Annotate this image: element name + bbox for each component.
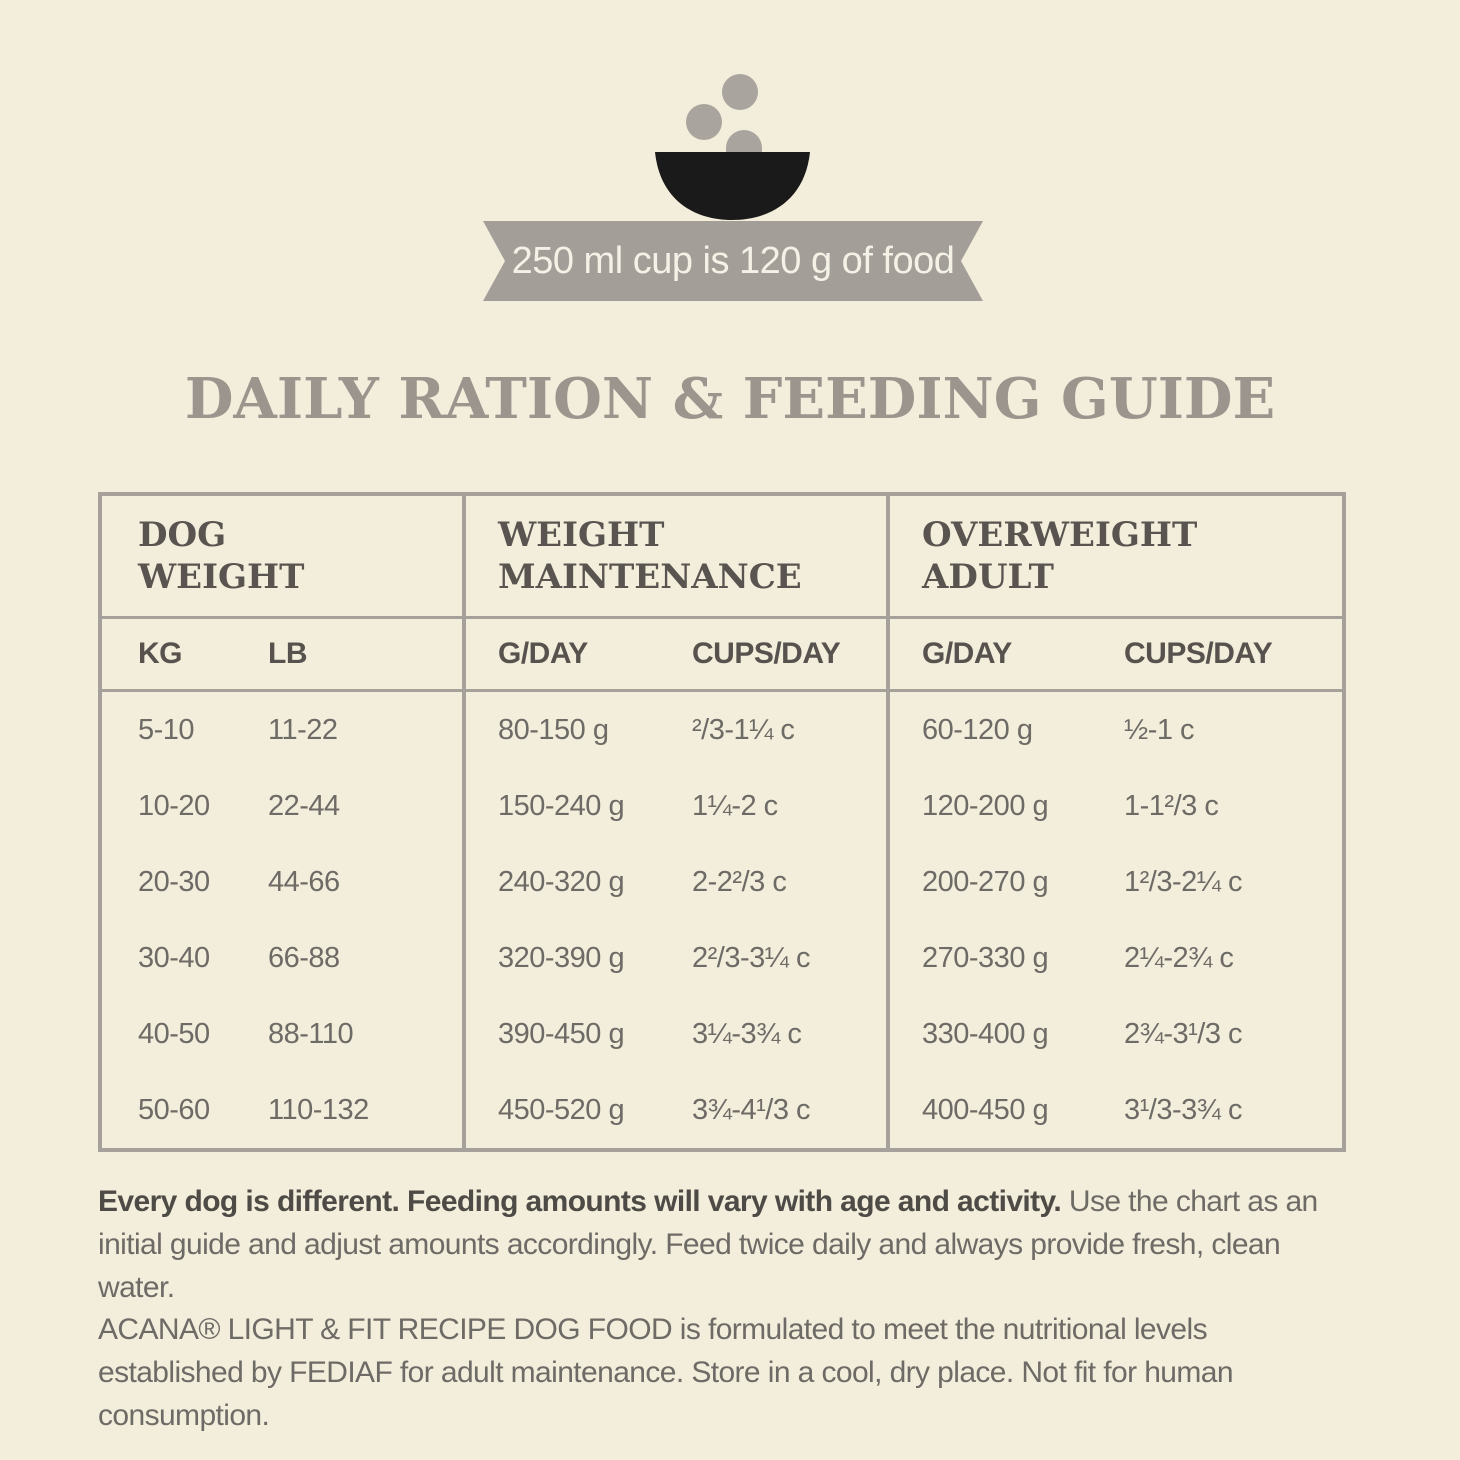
cell-overweight-gday: 330-400 g: [886, 996, 1125, 1072]
col-overweight-gday: G/DAY: [886, 617, 1125, 692]
cell-overweight-cups: 1-1²/3 c: [1124, 789, 1219, 822]
cell-lb: 66-88: [268, 941, 340, 974]
cell-maintenance-gday: 390-450 g: [462, 996, 692, 1072]
col-kg: KG: [100, 617, 268, 692]
cell-overweight-gday: 200-270 g: [886, 844, 1125, 920]
cell-maintenance-cups: 3¾-4¹/3 c: [692, 1093, 811, 1126]
cell-lb: 110-132: [268, 1093, 369, 1126]
cell-overweight-gday: 400-450 g: [886, 1072, 1125, 1150]
column-header-row: KG LB G/DAY CUPS/DAY G/DAY CUPS/DAY: [100, 617, 1345, 692]
group-header-row: DOG WEIGHT WEIGHT MAINTENANCE OVERWEIGHT AD…: [100, 494, 1345, 619]
cell-overweight-cups: 1²/3-2¼ c: [1124, 865, 1243, 898]
ribbon-text: 250 ml cup is 120 g of food: [511, 239, 955, 282]
cell-lb: 88-110: [268, 1017, 354, 1050]
cell-kg: 5-10: [138, 713, 195, 746]
cell-lb: 11-22: [268, 713, 338, 746]
cup-size-ribbon: 250 ml cup is 120 g of food: [483, 221, 983, 301]
feeding-note-bold: Every dog is different. Feeding amounts …: [98, 1185, 1062, 1218]
table-row: 40-50 88-110 390-450 g 3¼-3¾ c 330-400 g…: [100, 996, 1344, 1072]
cell-kg: 50-60: [138, 1093, 210, 1126]
cell-overweight-cups: 2¼-2¾ c: [1124, 941, 1234, 974]
feeding-note-text: Use the chart as an initial guide and ad…: [98, 1185, 1318, 1304]
product-note: ACANA® LIGHT & FIT RECIPE DOG FOOD is fo…: [98, 1313, 1234, 1432]
cell-lb: 44-66: [268, 865, 340, 898]
cell-overweight-cups: ½-1 c: [1124, 713, 1195, 746]
group-overweight-adult: OVERWEIGHT ADULT: [886, 494, 1345, 619]
cell-kg: 40-50: [138, 1017, 210, 1050]
col-maintenance-cups: CUPS/DAY: [692, 617, 889, 692]
cell-maintenance-cups: 1¼-2 c: [692, 789, 778, 822]
cell-kg: 10-20: [138, 789, 210, 822]
cell-maintenance-cups: ²/3-1¼ c: [692, 713, 795, 746]
cell-maintenance-cups: 2²/3-3¼ c: [692, 941, 811, 974]
cell-maintenance-cups: 2-2²/3 c: [692, 865, 787, 898]
cell-maintenance-gday: 80-150 g: [462, 690, 692, 768]
food-bowl-icon: [0, 60, 1460, 230]
cell-lb: 22-44: [268, 789, 340, 822]
table-row: 50-60 110-132 450-520 g 3¾-4¹/3 c 400-45…: [100, 1072, 1344, 1150]
cell-overweight-gday: 60-120 g: [886, 690, 1125, 768]
feeding-note: Every dog is different. Feeding amounts …: [98, 1180, 1358, 1309]
col-maintenance-gday: G/DAY: [462, 617, 692, 692]
cell-maintenance-gday: 150-240 g: [462, 768, 692, 844]
cell-overweight-gday: 270-330 g: [886, 920, 1125, 996]
table-row: 10-20 22-44 150-240 g 1¼-2 c 120-200 g 1…: [100, 768, 1344, 844]
group-dog-weight: DOG WEIGHT: [100, 494, 464, 619]
cell-overweight-cups: 3¹/3-3¾ c: [1124, 1093, 1243, 1126]
cell-maintenance-gday: 320-390 g: [462, 920, 692, 996]
cell-kg: 20-30: [138, 865, 210, 898]
feeding-table: DOG WEIGHT WEIGHT MAINTENANCE OVERWEIGHT AD…: [98, 492, 1347, 1152]
cell-maintenance-gday: 240-320 g: [462, 844, 692, 920]
col-lb: LB: [268, 617, 464, 692]
cell-overweight-gday: 120-200 g: [886, 768, 1125, 844]
col-overweight-cups: CUPS/DAY: [1124, 617, 1345, 692]
table-row: 5-10 11-22 80-150 g ²/3-1¼ c 60-120 g ½-…: [100, 690, 1344, 768]
cell-kg: 30-40: [138, 941, 210, 974]
table-row: 30-40 66-88 320-390 g 2²/3-3¼ c 270-330 …: [100, 920, 1344, 996]
cell-maintenance-gday: 450-520 g: [462, 1072, 692, 1150]
cell-maintenance-cups: 3¼-3¾ c: [692, 1017, 802, 1050]
table-row: 20-30 44-66 240-320 g 2-2²/3 c 200-270 g…: [100, 844, 1344, 920]
page-title: DAILY RATION & FEEDING GUIDE: [184, 366, 1276, 432]
group-weight-maintenance: WEIGHT MAINTENANCE: [461, 494, 889, 619]
cell-overweight-cups: 2¾-3¹/3 c: [1124, 1017, 1243, 1050]
